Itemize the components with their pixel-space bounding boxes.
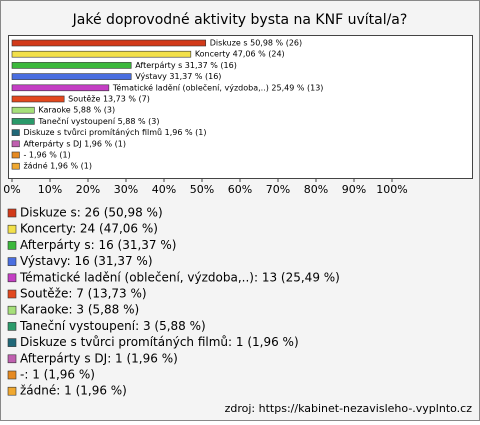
x-tick-label: 10% xyxy=(38,183,62,196)
legend-swatch xyxy=(7,322,17,331)
bar xyxy=(11,84,110,92)
bar xyxy=(11,73,132,80)
legend-swatch xyxy=(7,224,17,234)
value-label: žádné 1,96 % (1) xyxy=(23,161,92,171)
legend-label: Taneční vystoupení: 3 (5,88 %) xyxy=(19,319,206,333)
bar xyxy=(11,39,207,47)
value-label: Afterpárty s 31,37 % (16) xyxy=(135,61,237,70)
x-tick-label: 0% xyxy=(3,183,20,196)
legend-label: Soutěže: 7 (13,73 %) xyxy=(20,287,147,301)
value-label: Taneční vystoupení 5,88 % (3) xyxy=(37,116,159,126)
bar xyxy=(11,140,20,148)
legend-swatch xyxy=(7,338,17,347)
legend-swatch xyxy=(7,208,17,218)
bar xyxy=(11,151,20,159)
value-label: Diskuze s 50,98 % (26) xyxy=(210,39,302,48)
legend-label: Karaoke: 3 (5,88 %) xyxy=(20,303,139,317)
x-tick-label: 80% xyxy=(304,183,328,196)
x-tick-label: 40% xyxy=(152,183,176,196)
legend-label: žádné: 1 (1,96 %) xyxy=(20,384,127,398)
value-label: Afterpárty s DJ 1,96 % (1) xyxy=(23,139,126,148)
legend-swatch xyxy=(7,257,17,266)
bar xyxy=(11,50,192,58)
legend-label: Afterpárty s DJ: 1 (1,96 %) xyxy=(20,351,178,365)
legend-swatch xyxy=(7,305,17,315)
source: zdroj: https://kabinet-nezavisleho-.vypl… xyxy=(225,402,473,415)
bar xyxy=(11,62,132,69)
x-tick-label: 100% xyxy=(376,183,407,196)
value-label: Tématické ladění (oblečení, výzdoba,..) … xyxy=(112,82,324,92)
legend-swatch xyxy=(7,354,17,364)
bar xyxy=(11,95,65,103)
legend-swatch xyxy=(7,289,17,299)
legend-label: Koncerty: 24 (47,06 %) xyxy=(20,222,158,236)
legend-swatch xyxy=(7,241,17,250)
plot-area xyxy=(8,35,473,179)
x-tick-label: 60% xyxy=(228,183,252,196)
value-label: Koncerty 47,06 % (24) xyxy=(195,50,285,59)
bar xyxy=(11,162,20,170)
x-tick-label: 90% xyxy=(342,183,366,196)
x-tick-label: 20% xyxy=(76,183,100,196)
legend-swatch xyxy=(7,386,17,396)
legend-label: -: 1 (1,96 %) xyxy=(20,368,95,382)
bar xyxy=(11,106,35,114)
legend-label: Afterpárty s: 16 (31,37 %) xyxy=(20,238,176,252)
x-tick-label: 30% xyxy=(114,183,138,196)
legend-label: Diskuze s: 26 (50,98 %) xyxy=(20,206,163,220)
legend-label: Diskuze s tvůrci promítáných filmů: 1 (1… xyxy=(20,335,299,349)
chart-title: Jaké doprovodné aktivity bysta na KNF uv… xyxy=(72,12,408,28)
value-label: Diskuze s tvůrci promítáných filmů 1,96 … xyxy=(23,127,206,137)
x-tick-label: 50% xyxy=(190,183,214,196)
bar xyxy=(11,129,20,136)
legend-swatch xyxy=(7,273,17,283)
value-label: Výstavy 31,37 % (16) xyxy=(135,72,221,81)
value-label: Karaoke 5,88 % (3) xyxy=(38,106,115,115)
value-label: - 1,96 % (1) xyxy=(23,151,70,160)
legend-label: Tématické ladění (oblečení, výzdoba,..):… xyxy=(19,270,340,284)
legend-swatch xyxy=(7,370,17,380)
legend-label: Výstavy: 16 (31,37 %) xyxy=(20,254,153,268)
value-label: Soutěže 13,73 % (7) xyxy=(68,95,150,104)
bar xyxy=(11,118,35,125)
x-tick-label: 70% xyxy=(266,183,290,196)
